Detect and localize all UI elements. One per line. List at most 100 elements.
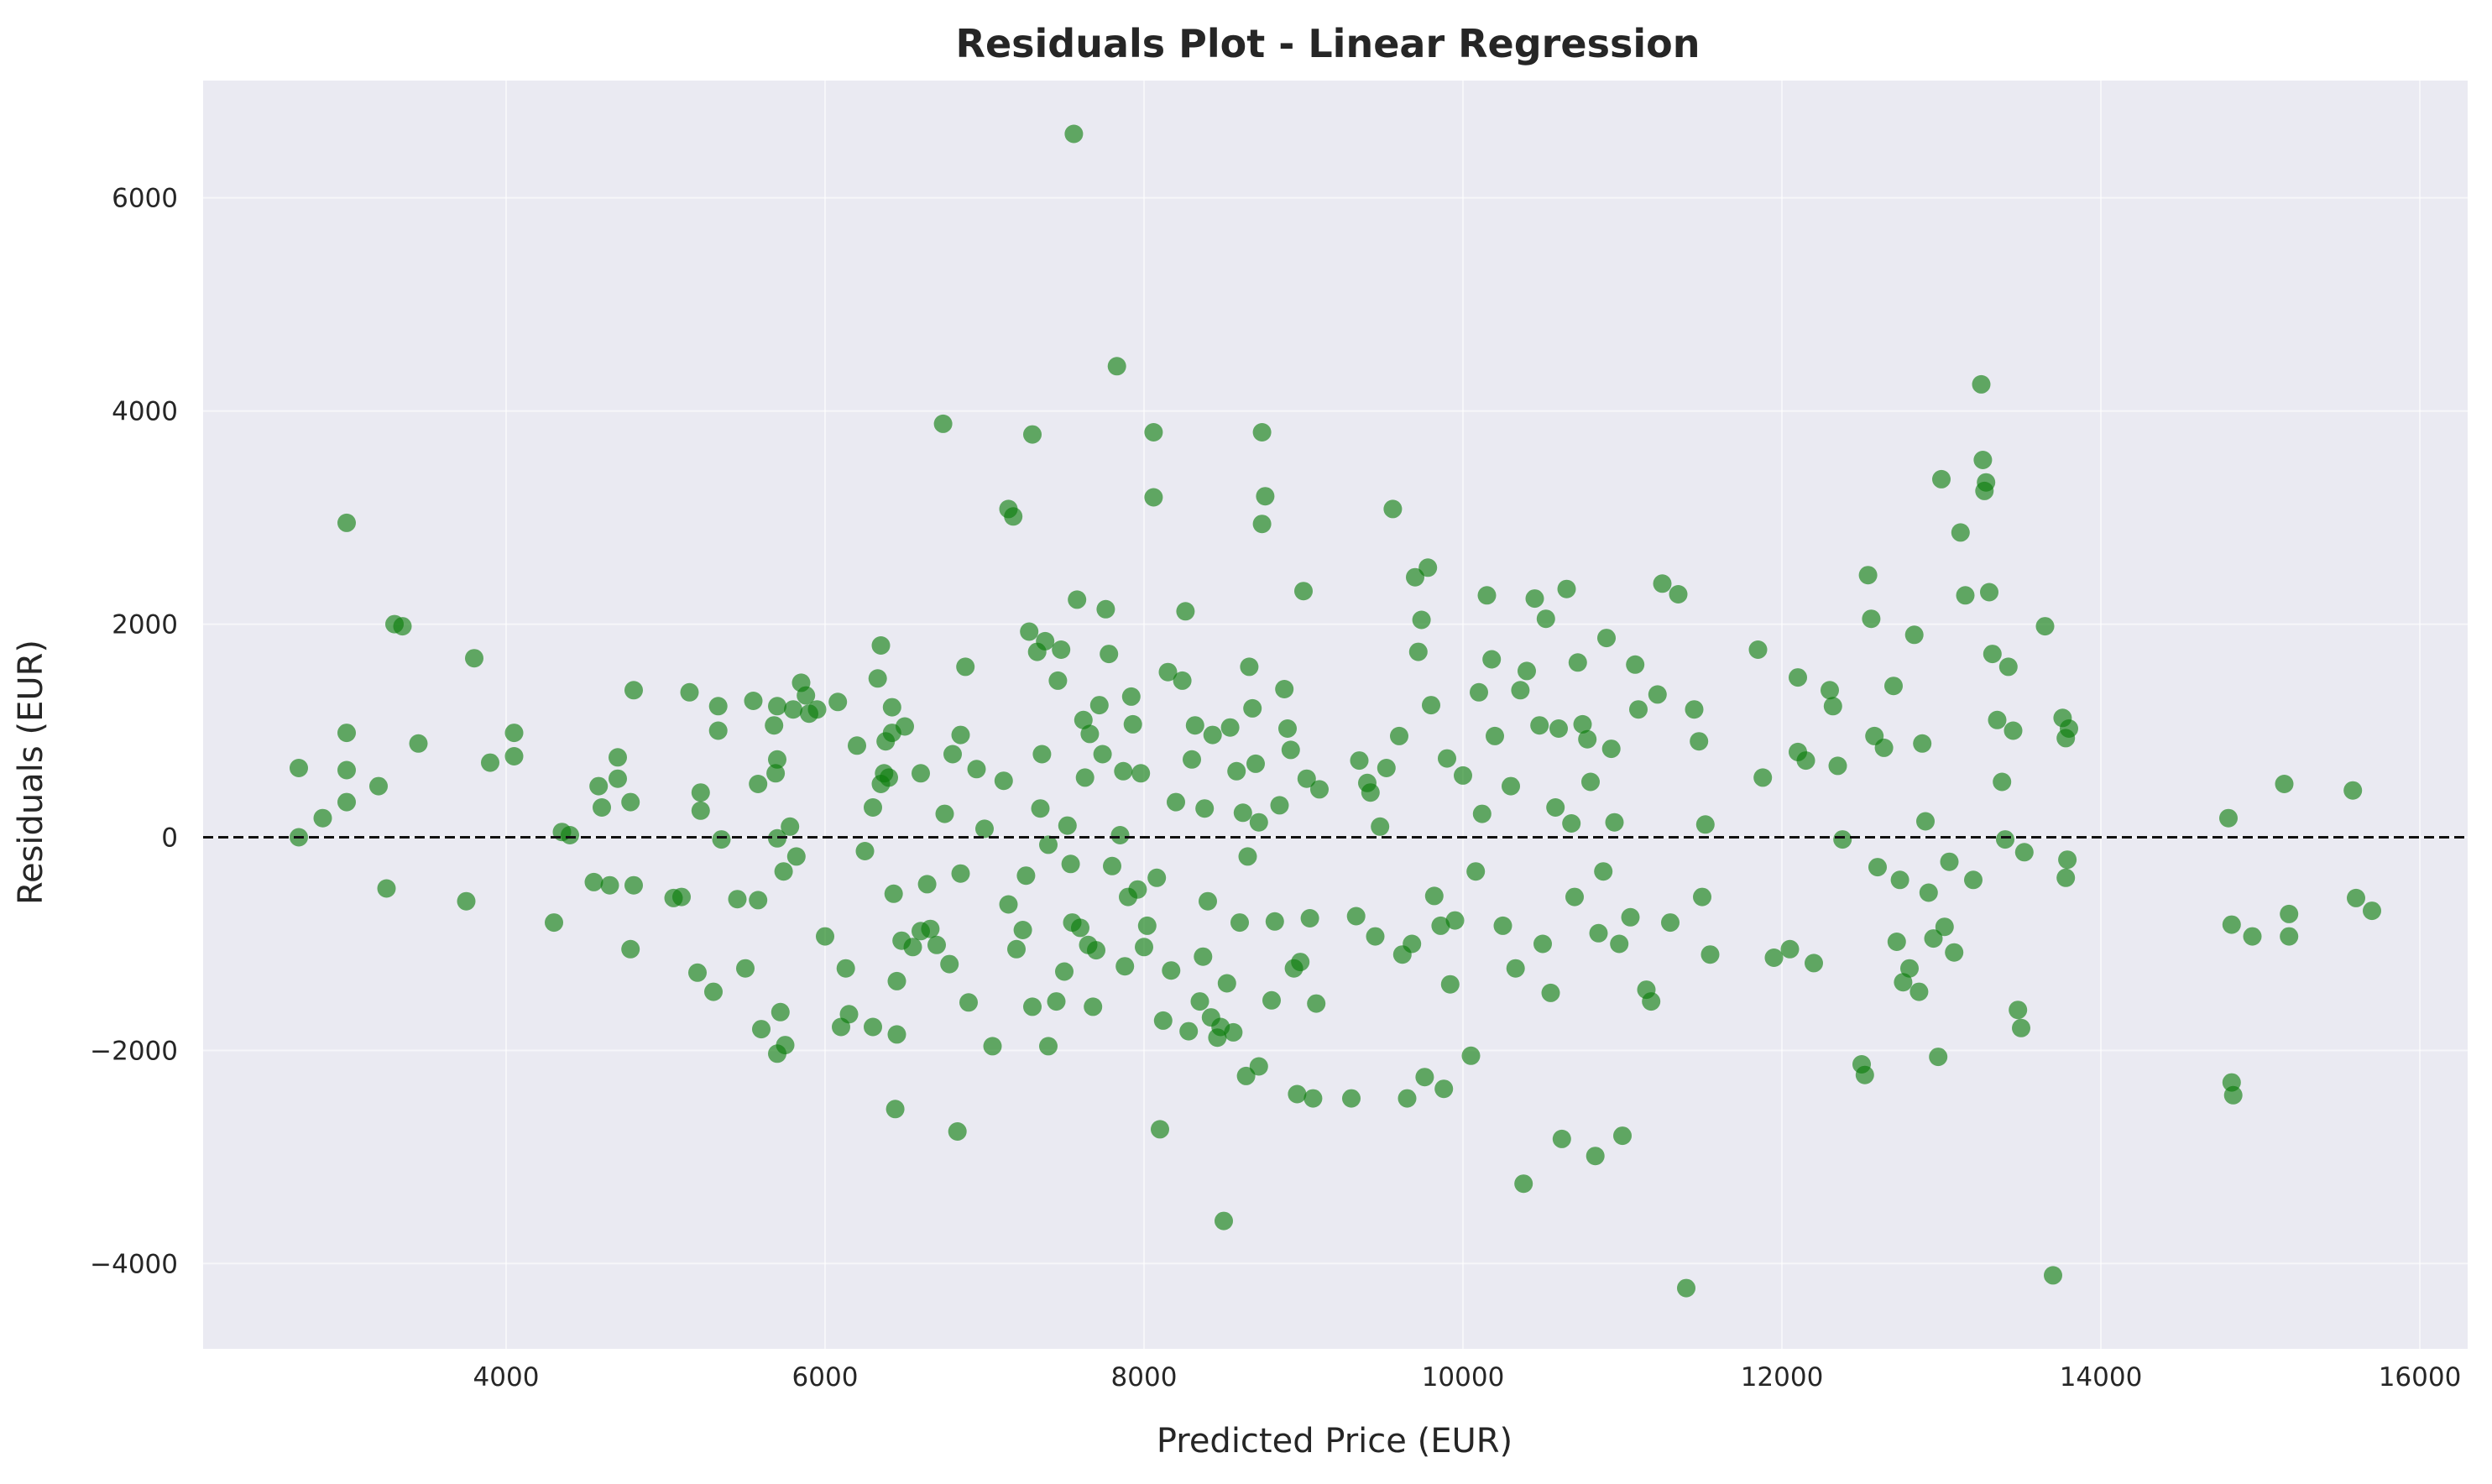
data-point [1080,724,1100,744]
data-point [1693,887,1711,907]
data-point [1929,1048,1948,1067]
data-point [752,1020,771,1039]
data-point [1071,918,1089,938]
data-point [1199,891,1217,911]
data-point [1194,947,1213,966]
x-tick-label: 8000 [1111,1362,1178,1393]
data-point [1605,813,1624,832]
data-point [1249,1057,1268,1076]
data-point [1262,990,1281,1010]
data-point [1107,357,1126,376]
data-point [1158,662,1178,682]
data-point [855,842,875,860]
data-point [1431,916,1450,935]
data-point [1972,374,1991,394]
data-point [1162,961,1181,980]
data-point [912,764,930,783]
data-point [1291,953,1310,972]
data-point [1215,1211,1233,1231]
data-point [1096,599,1115,619]
data-point [1406,567,1424,587]
data-point [1748,640,1768,659]
data-point [1454,766,1472,785]
data-point [1179,1022,1199,1041]
data-point [1924,929,1943,948]
data-point [2014,843,2034,862]
data-point [903,938,922,957]
data-point [1144,488,1163,507]
data-point [1988,710,2007,729]
data-point [1973,451,1993,469]
data-point [624,681,643,700]
data-point [1422,696,1440,715]
data-point [839,1005,859,1024]
data-point [1203,725,1222,745]
data-point [848,736,866,755]
data-point [2243,927,2262,946]
data-point [1408,642,1428,661]
data-point [1993,772,2012,792]
data-point [1502,776,1520,796]
data-point [1533,934,1552,954]
data-point [712,830,731,849]
data-point [1131,764,1151,783]
data-point [1701,945,1720,964]
data-point [1821,681,1839,700]
data-point [927,935,946,954]
data-point [1805,954,1823,973]
data-point [1195,799,1215,818]
data-point [1297,769,1316,788]
data-point [2060,719,2078,738]
data-point [1977,473,1996,492]
data-point [504,747,524,766]
data-point [1110,826,1130,844]
data-point [2280,927,2299,946]
data-point [736,959,755,978]
data-point [1916,812,1935,831]
data-point [956,657,975,677]
data-point [1190,992,1209,1011]
data-point [749,775,768,793]
data-point [2012,1018,2030,1037]
data-point [1100,645,1119,664]
data-point [948,1122,967,1141]
data-point [1581,772,1600,792]
data-point [1828,756,1847,776]
y-tick-label: −4000 [90,1249,178,1279]
data-point [1233,803,1252,823]
data-point [377,879,396,898]
data-point [1151,1120,1169,1139]
data-point [2223,1085,2243,1105]
data-point [589,776,609,796]
data-point [1940,852,1959,871]
data-point [1996,830,2014,849]
data-point [457,891,476,911]
data-point [1890,870,1909,890]
data-point [1594,862,1613,881]
data-point [2009,1001,2028,1020]
data-point [1424,886,1444,906]
data-point [1597,629,1616,648]
data-point [1586,1147,1605,1166]
data-point [1764,948,1784,967]
grid-lines [203,81,2468,1349]
data-point [1753,768,1773,787]
data-point [951,864,970,883]
data-point [765,716,784,735]
x-tick-label: 10000 [1422,1362,1505,1393]
data-point [290,759,308,777]
data-point [1023,997,1042,1016]
data-point [1039,835,1058,854]
data-point [1252,515,1272,534]
data-point [1176,602,1195,621]
y-axis-label: Residuals (EUR) [12,640,50,905]
data-point [621,792,640,812]
chart-title: Residuals Plot - Linear Regression [956,21,1701,66]
data-point [1047,992,1066,1011]
data-point [1036,631,1055,651]
data-point [1690,732,1709,751]
data-point [1064,124,1084,144]
data-point [1884,677,1903,696]
data-point [1477,586,1497,605]
data-point [1493,916,1512,935]
